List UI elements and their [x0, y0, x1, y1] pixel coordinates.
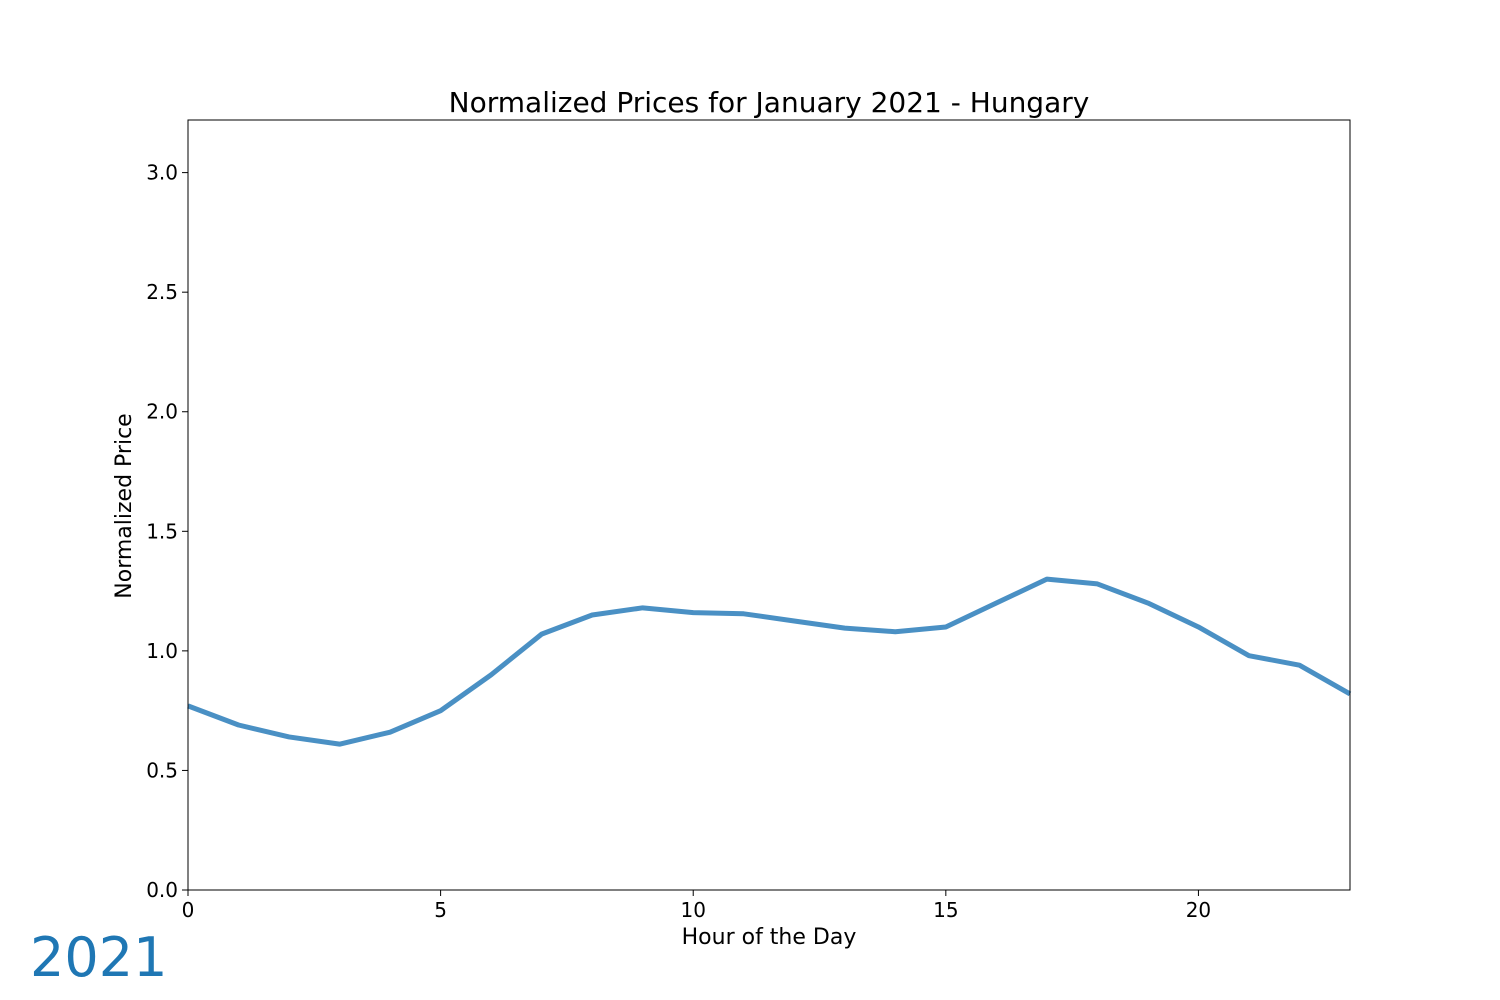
y-tick-label: 0.0	[146, 878, 178, 902]
y-tick-label: 1.5	[146, 519, 178, 543]
y-tick-label: 3.0	[146, 161, 178, 185]
x-tick-label: 0	[182, 898, 195, 922]
plot-area: 0 5 10 15 20 0.0 0.5 1.0 1.5 2.0 2.5 3.0	[146, 119, 1352, 922]
x-tick-label: 5	[434, 898, 447, 922]
y-tick-label: 2.5	[146, 280, 178, 304]
y-tick-label: 2.0	[146, 400, 178, 424]
y-axis-label: Normalized Price	[112, 413, 137, 598]
series-line	[187, 576, 1352, 747]
y-tick-label: 1.0	[146, 639, 178, 663]
year-label: 2021	[30, 926, 168, 989]
chart-title: Normalized Prices for January 2021 - Hun…	[449, 86, 1090, 119]
x-tick-label: 10	[680, 898, 705, 922]
x-axis-label: Hour of the Day	[682, 925, 857, 950]
axes-frame	[187, 119, 1351, 891]
x-tick-label: 15	[933, 898, 958, 922]
x-tick-label: 20	[1186, 898, 1211, 922]
y-tick-label: 0.5	[146, 758, 178, 782]
